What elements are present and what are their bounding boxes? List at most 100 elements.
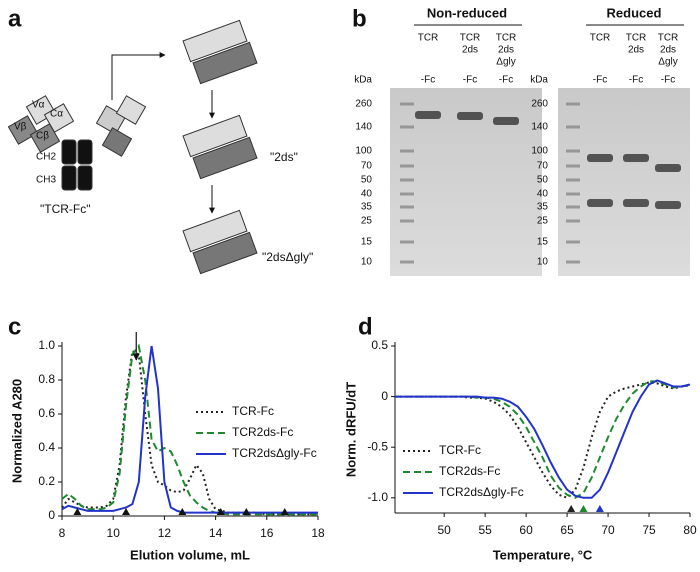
ladder-band — [400, 260, 414, 264]
domain-label: Cβ — [36, 131, 49, 142]
ladder-label: 40 — [361, 189, 373, 200]
lane-header: -Fc — [661, 75, 675, 86]
ladder-label: 25 — [537, 216, 549, 227]
series-line — [395, 380, 691, 499]
x-axis-label: Elution volume, mL — [130, 547, 250, 562]
legend-label: TCR2ds-Fc — [439, 464, 500, 478]
x-tick-label: 80 — [683, 523, 697, 537]
lane-header: 2ds — [462, 45, 478, 56]
lane-header: 2ds — [498, 45, 514, 56]
x-tick-label: 16 — [260, 526, 274, 540]
lane-header: 2ds — [660, 45, 676, 56]
domain-label: Cα — [50, 109, 63, 120]
ladder-band — [566, 149, 580, 153]
panel-label: c — [8, 313, 21, 340]
y-tick-label: -0.5 — [367, 439, 388, 453]
ladder-label: 25 — [361, 216, 373, 227]
ladder-band — [566, 102, 580, 106]
ladder-band — [400, 240, 414, 244]
ladder-band — [400, 149, 414, 153]
lane-header: TCR — [418, 33, 439, 44]
group-title: Reduced — [607, 5, 662, 20]
x-tick-label: 18 — [311, 526, 325, 540]
x-tick-label: 60 — [519, 523, 533, 537]
ladder-label: 260 — [531, 99, 548, 110]
lane-header: -Fc — [421, 75, 435, 86]
x-tick-label: 55 — [478, 523, 492, 537]
ladder-band — [400, 219, 414, 223]
kda-label: kDa — [530, 75, 548, 86]
x-tick-label: 10 — [107, 526, 121, 540]
marker-triangle — [178, 508, 187, 515]
panel-a: a Vα Cα Vβ Cβ CH2 CH3 "TCR-Fc" — [7, 5, 313, 275]
ladder-band — [400, 164, 414, 168]
scfv-shapes — [182, 19, 258, 275]
series-line — [395, 381, 691, 499]
panel-label: a — [8, 5, 22, 32]
y-tick-label: 0 — [48, 508, 55, 522]
domain-label: CH2 — [36, 152, 56, 163]
domain-label: CH3 — [36, 175, 56, 186]
y-tick-label: 0 — [381, 389, 388, 403]
lane-header: 2ds — [628, 45, 644, 56]
legend-label: TCR2dsΔgly-Fc — [439, 485, 524, 499]
x-tick-label: 12 — [158, 526, 172, 540]
series-line — [395, 379, 691, 499]
gel-band — [623, 199, 649, 207]
lane-header: Δgly — [658, 57, 677, 68]
marker-triangle — [595, 505, 604, 512]
y-tick-label: 0.2 — [38, 474, 55, 488]
lane-header: TCR — [590, 33, 611, 44]
ladder-label: 70 — [537, 161, 549, 172]
ladder-label: 15 — [361, 237, 373, 248]
gel-band — [457, 112, 483, 120]
gel-band — [587, 199, 613, 207]
lane-header: -Fc — [499, 75, 513, 86]
group-title: Non-reduced — [427, 5, 507, 20]
ladder-label: 70 — [361, 161, 373, 172]
construct-name: "2dsΔgly" — [262, 250, 313, 264]
ladder-label: 15 — [537, 237, 549, 248]
panel-label: b — [352, 5, 367, 32]
lane-header: TCR — [496, 33, 517, 44]
y-tick-label: 0.6 — [38, 406, 55, 420]
lane-header: TCR — [658, 33, 679, 44]
ladder-label: 50 — [537, 175, 549, 186]
gel-image — [558, 88, 690, 276]
y-tick-label: 0.4 — [38, 440, 55, 454]
x-tick-label: 70 — [601, 523, 615, 537]
ladder-label: 100 — [355, 146, 372, 157]
gel-band — [655, 164, 681, 172]
series-line — [61, 349, 318, 516]
y-tick-label: -1.0 — [367, 490, 388, 504]
ladder-band — [566, 240, 580, 244]
ladder-label: 40 — [537, 189, 549, 200]
lane-header: Δgly — [496, 57, 515, 68]
lane-header: -Fc — [593, 75, 607, 86]
x-tick-label: 8 — [59, 526, 66, 540]
domain-label: Vβ — [14, 122, 27, 133]
gel-band — [623, 154, 649, 162]
marker-triangle — [216, 508, 225, 515]
ladder-label: 35 — [537, 202, 549, 213]
ladder-band — [566, 178, 580, 182]
arrow — [111, 52, 166, 100]
marker-triangle — [579, 505, 588, 512]
legend-label: TCR2dsΔgly-Fc — [232, 446, 317, 460]
ladder-band — [400, 178, 414, 182]
ladder-label: 140 — [531, 122, 548, 133]
ladder-label: 10 — [537, 257, 549, 268]
lane-header: -Fc — [629, 75, 643, 86]
lane-header: TCR — [626, 33, 647, 44]
marker-triangle — [242, 508, 251, 515]
y-tick-label: 0.8 — [38, 372, 55, 386]
gel-band — [587, 154, 613, 162]
ladder-label: 35 — [361, 202, 373, 213]
y-tick-label: 0.5 — [371, 338, 388, 352]
ladder-band — [400, 192, 414, 196]
ladder-label: 140 — [355, 122, 372, 133]
y-axis-label: Normalized A280 — [9, 379, 24, 483]
lane-header: -Fc — [463, 75, 477, 86]
gel-band — [493, 117, 519, 125]
